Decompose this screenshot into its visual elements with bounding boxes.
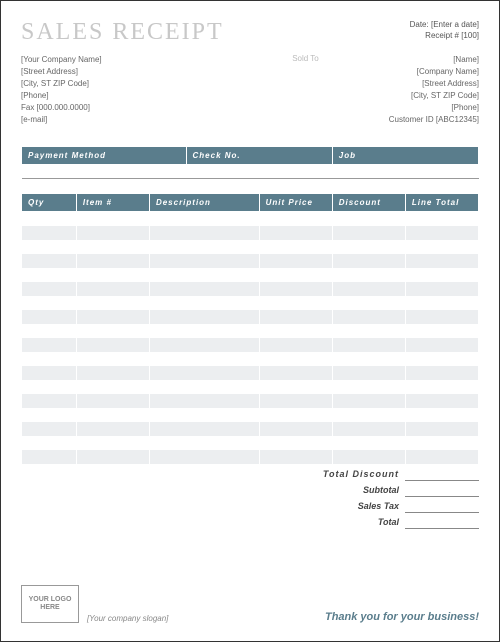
table-row <box>22 380 479 394</box>
table-row <box>22 212 479 226</box>
total-header: Line Total <box>405 194 478 212</box>
total-value <box>405 515 479 529</box>
table-row <box>22 240 479 254</box>
desc-header: Description <box>149 194 259 212</box>
items-table: Qty Item # Description Unit Price Discou… <box>21 193 479 464</box>
sales-tax-label: Sales Tax <box>358 501 405 511</box>
table-row <box>22 422 479 436</box>
from-fax: Fax [000.000.0000] <box>21 102 102 114</box>
sales-tax-value <box>405 499 479 513</box>
sold-to-label: Sold To <box>102 54 319 63</box>
document-title: SALES RECEIPT <box>21 19 224 46</box>
payment-row <box>22 165 479 179</box>
thank-you-text: Thank you for your business! <box>325 611 479 623</box>
to-street: [Street Address] <box>389 78 479 90</box>
totals-block: Total Discount Subtotal Sales Tax Total <box>21 466 479 530</box>
total-label: Total <box>378 517 405 527</box>
table-row <box>22 408 479 422</box>
subtotal-value <box>405 483 479 497</box>
subtotal-label: Subtotal <box>363 485 405 495</box>
table-row <box>22 310 479 324</box>
table-row <box>22 324 479 338</box>
table-row <box>22 366 479 380</box>
date-block: Date: [Enter a date] Receipt # [100] <box>410 19 479 41</box>
from-street: [Street Address] <box>21 66 102 78</box>
table-row <box>22 352 479 366</box>
table-row <box>22 450 479 464</box>
payment-method-header: Payment Method <box>22 147 187 165</box>
item-header: Item # <box>76 194 149 212</box>
from-company: [Your Company Name] <box>21 54 102 66</box>
to-phone: [Phone] <box>389 102 479 114</box>
table-row <box>22 436 479 450</box>
to-address: [Name] [Company Name] [Street Address] [… <box>389 54 479 126</box>
to-customer-id: Customer ID [ABC12345] <box>389 114 479 126</box>
job-header: Job <box>332 147 478 165</box>
to-company: [Company Name] <box>389 66 479 78</box>
to-name: [Name] <box>389 54 479 66</box>
payment-table: Payment Method Check No. Job <box>21 146 479 179</box>
from-phone: [Phone] <box>21 90 102 102</box>
discount-header: Discount <box>332 194 405 212</box>
total-discount-label: Total Discount <box>323 469 405 479</box>
table-row <box>22 282 479 296</box>
qty-header: Qty <box>22 194 77 212</box>
table-row <box>22 338 479 352</box>
table-row <box>22 268 479 282</box>
total-discount-value <box>405 467 479 481</box>
unit-header: Unit Price <box>259 194 332 212</box>
table-row <box>22 254 479 268</box>
from-address: [Your Company Name] [Street Address] [Ci… <box>21 54 102 126</box>
company-slogan: [Your company slogan] <box>87 614 168 623</box>
receipt-label: Receipt # <box>425 31 459 40</box>
logo-placeholder: YOUR LOGO HERE <box>21 585 79 623</box>
date-value: [Enter a date] <box>431 20 479 29</box>
receipt-value: [100] <box>461 31 479 40</box>
table-row <box>22 226 479 240</box>
table-row <box>22 296 479 310</box>
date-label: Date: <box>410 20 429 29</box>
table-row <box>22 394 479 408</box>
from-email: [e-mail] <box>21 114 102 126</box>
to-city: [City, ST ZIP Code] <box>389 90 479 102</box>
from-city: [City, ST ZIP Code] <box>21 78 102 90</box>
check-no-header: Check No. <box>186 147 332 165</box>
